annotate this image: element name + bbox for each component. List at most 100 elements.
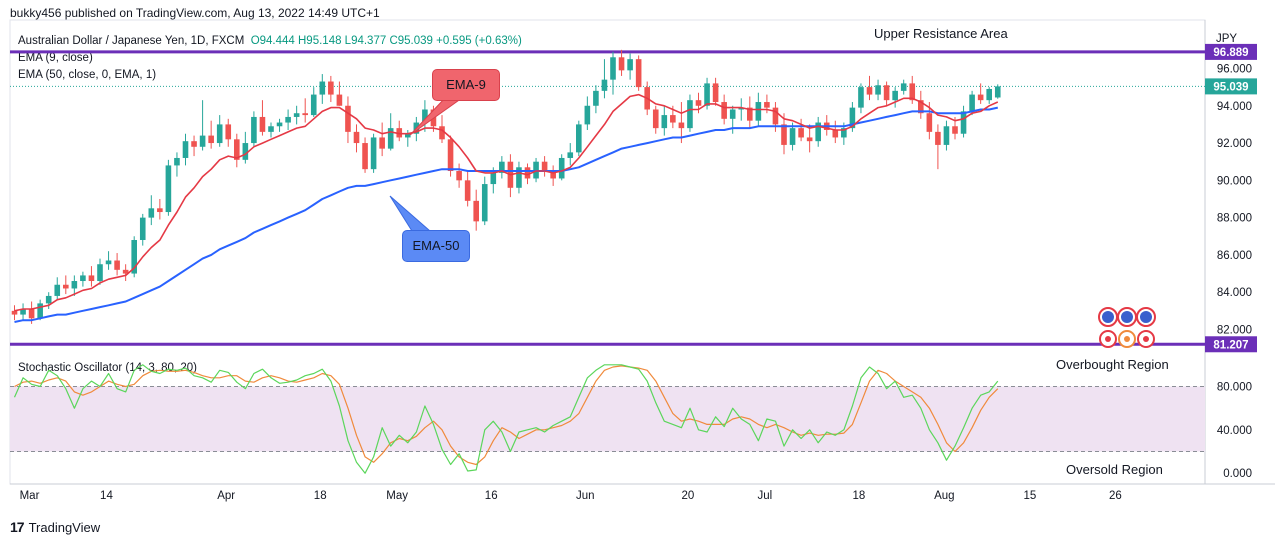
candle-up — [490, 172, 497, 185]
candle-down — [234, 139, 240, 160]
candle-up — [789, 128, 796, 145]
time-tick-label: 18 — [852, 490, 865, 502]
candle-up — [875, 85, 881, 95]
candle-down — [935, 131, 941, 145]
price-tick-label: 84.000 — [1217, 287, 1252, 299]
candle-up — [986, 88, 992, 101]
event-marker-dot — [1143, 336, 1149, 342]
candle-up — [139, 217, 146, 240]
time-tick-label: May — [386, 490, 408, 502]
candle-up — [815, 122, 821, 142]
tradingview-logo-icon: 17 — [10, 519, 25, 535]
candle-up — [174, 157, 180, 166]
candle-up — [242, 143, 249, 160]
candle-down — [806, 137, 813, 142]
event-flag-icon-inner — [1102, 311, 1114, 323]
candle-up — [738, 107, 745, 110]
time-tick-label: 15 — [1023, 490, 1036, 502]
candle-down — [88, 275, 95, 282]
candle-down — [977, 94, 984, 101]
candle-down — [781, 124, 787, 145]
time-tick-label: Mar — [20, 490, 40, 502]
stoch-tick-label: 80.000 — [1217, 382, 1252, 394]
candle-up — [268, 126, 274, 132]
candle-up — [499, 161, 505, 173]
candle-down — [439, 126, 445, 140]
candle-down — [772, 107, 779, 125]
price-tick-label: 82.000 — [1217, 324, 1252, 336]
candle-up — [293, 113, 300, 117]
level-tag-lower — [1205, 336, 1257, 353]
candle-down — [926, 113, 933, 132]
price-tick-label: 96.000 — [1217, 63, 1252, 75]
candle-down — [191, 141, 197, 147]
symbol-legend: Australian Dollar / Japanese Yen, 1D, FX… — [18, 35, 522, 47]
candle-up — [661, 115, 668, 129]
candle-up — [704, 83, 710, 106]
candle-down — [952, 126, 958, 134]
candle-up — [567, 152, 574, 158]
candle-down — [157, 208, 163, 213]
candle-down — [652, 109, 659, 129]
footer-brand[interactable]: 17 TradingView — [10, 519, 100, 535]
candle-down — [618, 57, 625, 71]
candle-up — [20, 308, 26, 315]
candle-down — [259, 116, 266, 132]
candle-down — [302, 113, 308, 116]
candle-up — [165, 165, 172, 213]
price-tick-label: 86.000 — [1217, 250, 1252, 262]
publish-header: bukky456 published on TradingView.com, A… — [10, 6, 380, 20]
candle-up — [687, 100, 693, 129]
candle-down — [541, 161, 548, 172]
ema9-legend: EMA (9, close) — [18, 52, 93, 64]
candle-up — [422, 109, 428, 123]
candle-up — [729, 109, 736, 119]
candle-up — [182, 141, 189, 158]
price-tick-label: 94.000 — [1217, 101, 1252, 113]
candle-up — [199, 135, 206, 147]
candle-down — [396, 128, 403, 138]
candle-up — [584, 105, 591, 125]
ema50-callout: EMA-50 — [402, 230, 470, 262]
ema50-line — [14, 106, 999, 323]
candle-up — [892, 90, 898, 101]
ohlc-values: O94.444 H95.148 L94.377 C95.039 +0.595 (… — [250, 35, 522, 47]
candle-up — [370, 137, 377, 170]
candle-down — [225, 124, 232, 140]
candle-up — [387, 128, 394, 149]
candle-up — [755, 102, 762, 121]
price-tick-label: 88.000 — [1217, 213, 1252, 225]
ema50-callout-pointer — [389, 195, 432, 232]
stoch-tick-label: 40.000 — [1217, 425, 1252, 437]
stoch-band — [10, 386, 1205, 452]
level-tag-text: 96.889 — [1213, 47, 1248, 59]
candle-up — [994, 86, 1001, 98]
candle-down — [550, 171, 556, 179]
candle-down — [524, 167, 531, 179]
candle-up — [148, 208, 155, 218]
symbol-name: Australian Dollar / Japanese Yen, 1D, FX… — [18, 35, 245, 47]
candle-down — [28, 308, 35, 319]
event-marker-dot — [1124, 336, 1130, 342]
stoch-tick-label: 0.000 — [1223, 468, 1252, 480]
oversold-label: Oversold Region — [1066, 462, 1163, 477]
candle-down — [473, 200, 479, 222]
event-marker-dot — [1105, 336, 1111, 342]
candle-down — [678, 122, 685, 129]
candle-down — [866, 87, 873, 95]
candle-up — [131, 240, 137, 274]
candle-down — [695, 100, 702, 106]
candle-down — [379, 137, 385, 149]
candle-up — [45, 295, 52, 304]
candle-down — [918, 100, 924, 114]
candle-up — [610, 57, 616, 80]
candle-up — [858, 87, 864, 108]
time-tick-label: 16 — [485, 490, 498, 502]
candle-up — [285, 116, 291, 123]
candle-down — [747, 107, 753, 121]
candle-down — [798, 128, 804, 138]
candle-down — [336, 94, 343, 106]
event-flag-icon-inner — [1140, 311, 1152, 323]
candle-up — [558, 157, 565, 179]
